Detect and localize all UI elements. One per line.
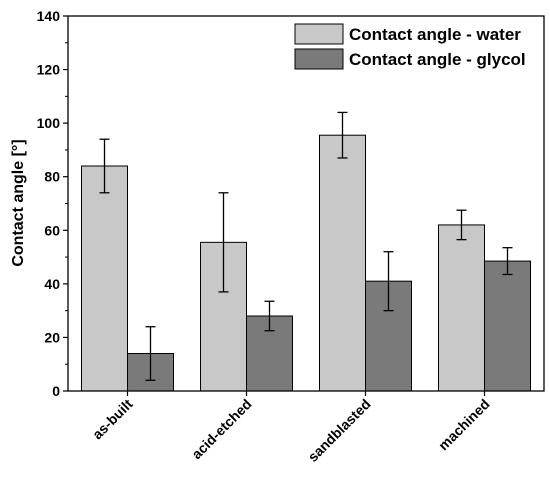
y-tick-label-80: 80 <box>44 169 60 185</box>
error-bar-water-machined <box>456 209 467 241</box>
legend-swatch-glycol <box>294 48 344 70</box>
y-tick-label-0: 0 <box>52 383 60 399</box>
bar-water-sandblasted <box>319 134 366 392</box>
plot-area <box>81 111 531 392</box>
error-bar-water-sandblasted <box>337 111 348 159</box>
y-tick-label-100: 100 <box>37 115 61 131</box>
legend-label-glycol: Contact angle - glycol <box>349 50 526 69</box>
y-tick-label-20: 20 <box>44 329 60 345</box>
error-bar-water-acid-etched <box>218 192 229 293</box>
x-tick-label-acid-etched: acid-etched <box>188 396 254 462</box>
bar-glycol-machined <box>484 260 531 392</box>
x-tick-label-machined: machined <box>435 396 493 454</box>
y-tick-label-60: 60 <box>44 222 60 238</box>
y-axis-title: Contact angle [°] <box>10 139 27 266</box>
error-bar-glycol-machined <box>502 247 513 276</box>
y-tick-label-140: 140 <box>37 8 61 24</box>
bar-water-as-built <box>81 165 128 392</box>
bar-water-machined <box>438 224 485 392</box>
legend: Contact angle - water Contact angle - gly… <box>294 23 526 70</box>
legend-label-water: Contact angle - water <box>349 25 521 44</box>
error-bar-glycol-sandblasted <box>383 251 394 312</box>
x-tick-label-sandblasted: sandblasted <box>305 396 374 465</box>
legend-swatch-water <box>294 23 344 45</box>
y-tick-label-40: 40 <box>44 276 60 292</box>
error-bar-water-as-built <box>99 138 110 194</box>
x-tick-label-as-built: as-built <box>89 396 136 443</box>
error-bar-glycol-as-built <box>145 326 156 381</box>
error-bar-glycol-acid-etched <box>264 300 275 332</box>
y-tick-label-120: 120 <box>37 62 61 78</box>
